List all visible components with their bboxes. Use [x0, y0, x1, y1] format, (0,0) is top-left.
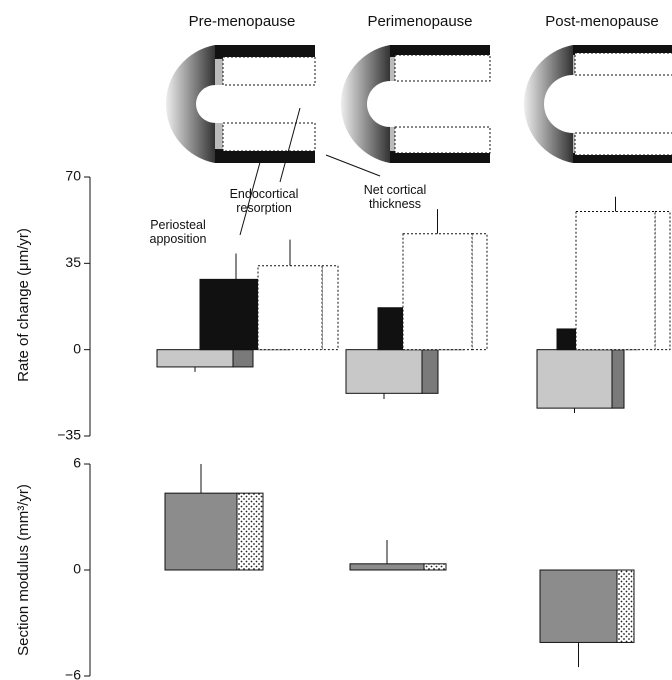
y-tick-label: 6 [73, 455, 81, 471]
y-tick-label: −35 [57, 427, 81, 443]
series-label: Periosteal apposition [149, 218, 207, 246]
bar [257, 265, 323, 351]
bar-side [232, 349, 254, 368]
y-tick-label: −6 [65, 667, 81, 680]
bar-side [321, 265, 339, 351]
bar [156, 349, 234, 368]
bar [345, 349, 423, 394]
category-label: Post-menopause [545, 13, 658, 30]
bar-side [611, 349, 625, 409]
bar-side [421, 349, 439, 394]
bar [164, 492, 238, 571]
series-label: Endocortical resorption [229, 187, 299, 215]
bar-side [654, 211, 671, 351]
bar-side [616, 569, 635, 643]
bar [349, 563, 425, 571]
y-tick-label: 0 [73, 561, 81, 577]
category-label: Pre-menopause [189, 13, 296, 30]
y-axis-label: Section modulus (mm³/yr) [15, 484, 32, 656]
y-tick-label: 70 [65, 168, 81, 184]
bar [575, 211, 656, 351]
series-label: Net cortical thickness [363, 183, 427, 211]
bar [539, 569, 618, 643]
bone-diagrams [165, 45, 672, 236]
bar [402, 233, 473, 351]
y-axis-label: Rate of change (μm/yr) [15, 228, 32, 382]
bar-side [471, 233, 488, 351]
arrow [325, 154, 381, 177]
y-tick-label: 35 [65, 254, 81, 270]
bar-side [236, 492, 264, 571]
arrow [239, 154, 263, 236]
bar [536, 349, 613, 409]
arrow [279, 107, 301, 183]
y-tick-label: 0 [73, 340, 81, 356]
category-label: Perimenopause [367, 13, 472, 30]
bar-side [423, 563, 447, 571]
